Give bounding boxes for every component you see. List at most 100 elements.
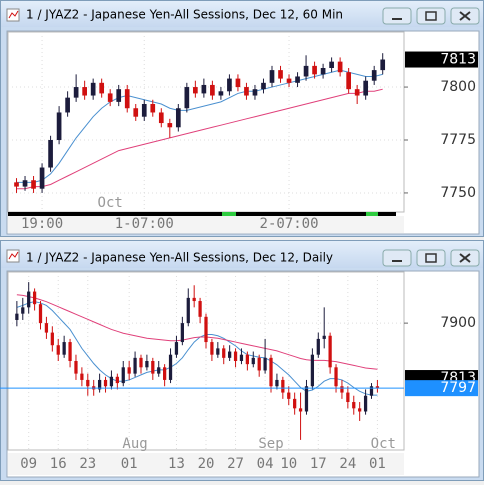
session-bar [8,212,396,216]
candle-body [48,140,53,168]
candle-body [320,68,326,75]
minimize-button[interactable] [382,249,412,267]
candle-body [168,354,173,380]
moving-average [16,301,378,396]
candle-body [295,76,300,83]
y-tick-label: 7900 [440,315,476,331]
candle-body [354,89,360,96]
candle-body [174,342,179,355]
candle-body [115,376,119,384]
candle-body [62,342,66,355]
candle-body [97,379,102,390]
candle-body [186,297,190,324]
candle-body [210,84,215,96]
price-marker-label: 7797 [440,380,476,396]
close-glyph [459,253,471,263]
x-tick-label: 27 [227,456,244,472]
candle-body [375,386,380,389]
candle-body [163,367,167,380]
x-tick-label: 13 [168,456,185,472]
maximize-button[interactable] [416,7,446,25]
maximize-button[interactable] [416,249,446,267]
candle-body [245,354,249,365]
candle-body [286,78,292,83]
candle-body [278,70,283,79]
candle-body [184,87,190,109]
candle-body [22,180,28,187]
minimize-button[interactable] [382,7,412,25]
candle-body [21,307,25,314]
candle-body [263,357,267,371]
candle-body [39,167,45,189]
candle-body [56,345,60,355]
candle-body [99,82,105,94]
window-icon[interactable] [6,249,20,263]
x-period-label: Aug [122,436,147,452]
time-axis [8,216,404,233]
candle-body [127,367,131,374]
candle-body [15,313,19,320]
candle-body [133,357,137,374]
candle-body [218,91,224,96]
moving-average [16,294,378,370]
candle-body [310,354,315,387]
candle-body [74,361,78,374]
candle-body [151,361,155,374]
price-marker [405,380,478,397]
candle-body [180,323,184,343]
moving-average [16,88,383,190]
candle-body [27,291,31,308]
y-tick-label: 7800 [440,79,476,95]
candle-body [252,89,258,96]
candle-body [157,367,161,374]
x-tick-label: 16 [50,456,67,472]
candle-body [281,379,285,393]
candle-body [56,112,62,140]
candle-body [244,87,249,96]
candle-body [322,335,326,339]
x-period-label: Oct [371,436,396,452]
candle-body [346,392,350,403]
candle-body [363,395,368,412]
candle-body [334,367,338,387]
candle-body [192,297,196,302]
candle-body [193,87,198,94]
candle-body [346,72,351,90]
candle-body [158,112,164,124]
session-segment [366,212,378,216]
candle-body [369,386,374,396]
candle-body [358,408,362,412]
candle-body [73,87,79,98]
x-tick-label: 01 [369,456,386,472]
moving-average [16,69,383,183]
candle-body [287,392,291,399]
candle-body [222,348,226,358]
candle-body [121,367,125,384]
candle-body [380,59,386,71]
candle-body [235,78,241,88]
x-tick-label: 20 [198,456,215,472]
plot-area [7,31,405,213]
candle-body [228,351,232,358]
candle-body [316,338,320,355]
candle-body [124,89,130,109]
candle-body [68,342,72,361]
maximize-glyph [425,11,437,21]
candle-body [204,316,208,343]
candle-body [261,82,266,90]
price-marker [405,51,478,68]
candle-body [337,61,343,73]
candle-body [198,301,202,317]
candle-body [80,373,84,380]
x-period-label: Sep [258,436,283,452]
candle-body [38,304,43,324]
x-tick-label: 23 [79,456,96,472]
candle-body [31,180,36,189]
maximize-glyph [425,253,437,263]
window-title: 1 / JYAZ2 - Japanese Yen-All Sessions, D… [26,251,333,265]
x-tick-label: 24 [339,456,356,472]
icon-glyph [8,251,19,260]
session-segment [222,212,236,216]
window-icon[interactable] [6,8,20,22]
